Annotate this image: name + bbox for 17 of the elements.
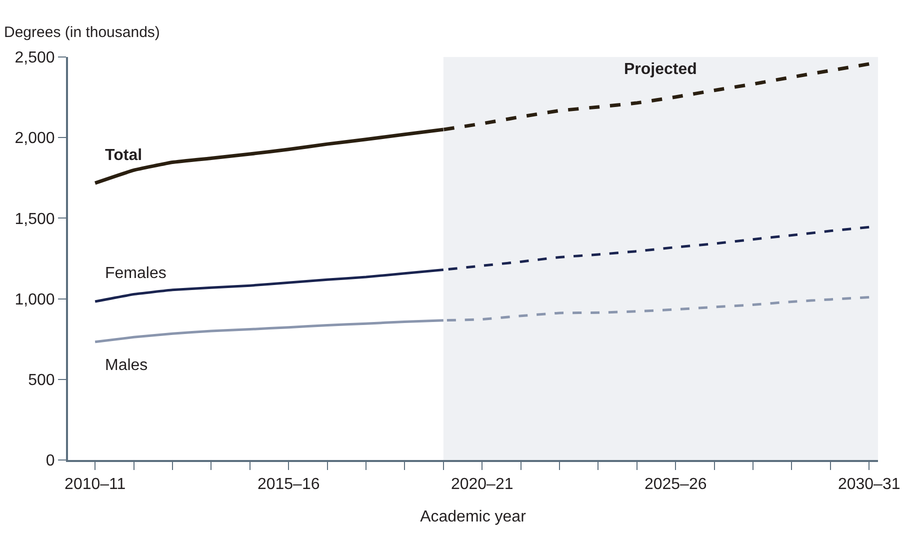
- y-tick-label: 1,500: [14, 210, 55, 228]
- x-axis-title: Academic year: [420, 508, 527, 526]
- x-tick-label: 2015–16: [257, 476, 320, 494]
- annotation: Projected: [624, 61, 697, 78]
- x-tick-label: 2010–11: [64, 476, 126, 494]
- series-label: Total: [105, 147, 142, 164]
- x-tick-label: 2020–21: [450, 476, 514, 494]
- y-tick-label: 500: [28, 372, 55, 389]
- x-tick-label: 2030–31: [838, 476, 900, 494]
- y-tick-label: 0: [46, 452, 55, 470]
- y-axis-title: Degrees (in thousands): [4, 24, 160, 41]
- series-label: Males: [105, 357, 148, 374]
- series-label: Females: [105, 265, 166, 282]
- x-tick-label: 2025–26: [644, 476, 707, 494]
- y-tick-label: 1,000: [14, 291, 55, 308]
- y-tick-label: 2,500: [14, 50, 55, 67]
- y-tick-label: 2,000: [14, 130, 55, 148]
